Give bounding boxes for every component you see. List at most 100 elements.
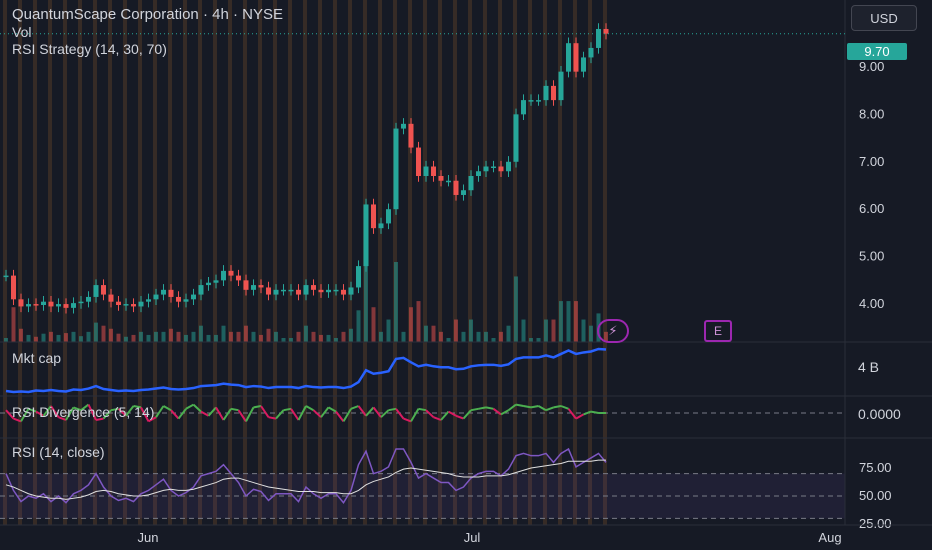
candle-body <box>138 301 144 307</box>
volume-bar <box>559 301 563 342</box>
divergence-segment <box>95 417 104 421</box>
divergence-segment <box>170 409 180 420</box>
candle-body <box>86 296 91 302</box>
strategy-band <box>33 0 37 525</box>
candle-body <box>183 299 189 302</box>
volume-bar <box>11 307 16 342</box>
candle-body <box>78 301 84 304</box>
candle-body <box>566 43 571 72</box>
strategy-band <box>78 0 82 525</box>
divergence-segment <box>192 403 202 413</box>
candle-body <box>26 304 31 307</box>
divergence-segment <box>328 406 337 413</box>
time-tick-label: Aug <box>818 530 841 545</box>
volume-bar <box>221 325 226 342</box>
strategy-band <box>423 0 427 525</box>
mktcap-value: 4 B <box>858 359 880 375</box>
volume-bar <box>251 331 256 342</box>
strategy-band <box>48 0 52 525</box>
strategy-band <box>273 0 277 525</box>
divergence-segment <box>87 404 97 421</box>
candle-body <box>161 289 166 295</box>
candle-body <box>281 289 286 292</box>
candle-body <box>206 282 211 286</box>
divergence-segment <box>13 417 22 423</box>
strategy-band <box>138 0 142 525</box>
divergence-segment <box>410 408 420 422</box>
volume-bar <box>94 322 98 342</box>
strategy-band <box>498 0 502 525</box>
candle-body <box>168 289 174 297</box>
candle-body <box>333 289 339 292</box>
candles <box>3 23 609 314</box>
divergence-segment <box>440 410 450 421</box>
strategy-label: RSI Strategy (14, 30, 70) <box>12 41 167 57</box>
divergence-segment <box>125 405 135 417</box>
volume-bar <box>514 276 518 342</box>
candle-body <box>386 209 391 224</box>
candle-body <box>93 285 99 297</box>
volume-bar <box>4 338 8 342</box>
volume-bar <box>79 336 83 342</box>
candle-body <box>236 275 241 281</box>
time-tick-label: Jun <box>138 530 159 545</box>
volume-bar <box>131 334 136 342</box>
divergence-segment <box>448 410 457 417</box>
time-tick-label: Jul <box>464 530 481 545</box>
strategy-band <box>168 0 172 525</box>
rsi-pane: 75.00 50.00 25.00 <box>0 447 892 531</box>
candle-body <box>33 304 39 306</box>
volume-bar <box>86 331 91 342</box>
strategy-band <box>603 0 607 525</box>
strategy-band <box>3 0 7 525</box>
divergence-segment <box>350 405 359 410</box>
candle-body <box>431 166 436 176</box>
divergence-segment <box>110 407 119 412</box>
candle-body <box>116 301 121 306</box>
candle-body <box>521 100 526 115</box>
divergence-segment <box>297 405 307 421</box>
candle-body <box>266 287 271 295</box>
volume-bar <box>101 325 106 342</box>
strategy-band <box>228 0 232 525</box>
volume-bar <box>109 328 113 342</box>
candle-body <box>401 123 406 129</box>
candle-body <box>491 166 496 169</box>
divergence-segment <box>312 409 322 418</box>
candle-body <box>191 294 196 300</box>
divergence-segment <box>35 410 44 417</box>
rsi-line <box>5 447 607 505</box>
volume-bar <box>206 334 211 342</box>
earnings-badge[interactable]: E <box>704 320 732 342</box>
candle-body <box>198 285 204 295</box>
candle-body <box>288 289 294 292</box>
divergence-segment <box>485 406 494 410</box>
vol-label: Vol <box>12 24 32 40</box>
divergence-segment <box>553 405 562 409</box>
volume-bar <box>71 331 76 342</box>
strategy-band <box>513 0 517 525</box>
candle-body <box>461 190 466 195</box>
volume-bar <box>259 334 263 342</box>
strategy-band <box>198 0 202 525</box>
volume-bar <box>191 331 196 342</box>
volume-bar <box>431 325 436 342</box>
strategy-band <box>573 0 577 525</box>
candle-body <box>71 303 76 308</box>
candle-body <box>573 43 579 72</box>
candle-body <box>371 204 376 229</box>
strategy-band <box>558 0 562 525</box>
candle-body <box>153 294 159 300</box>
divergence-segment <box>200 410 209 417</box>
divergence-segment <box>73 406 82 412</box>
candle-body <box>528 100 534 102</box>
divergence-segment <box>20 408 30 422</box>
candle-body <box>543 85 549 101</box>
currency-button[interactable]: USD <box>851 5 917 31</box>
divergence-segment <box>283 407 292 412</box>
divergence-segment <box>455 414 464 420</box>
candle-body <box>393 128 399 210</box>
volume-bar <box>244 325 248 342</box>
volume-bar <box>386 319 391 342</box>
lightning-icon[interactable]: ⚡ <box>597 319 629 343</box>
